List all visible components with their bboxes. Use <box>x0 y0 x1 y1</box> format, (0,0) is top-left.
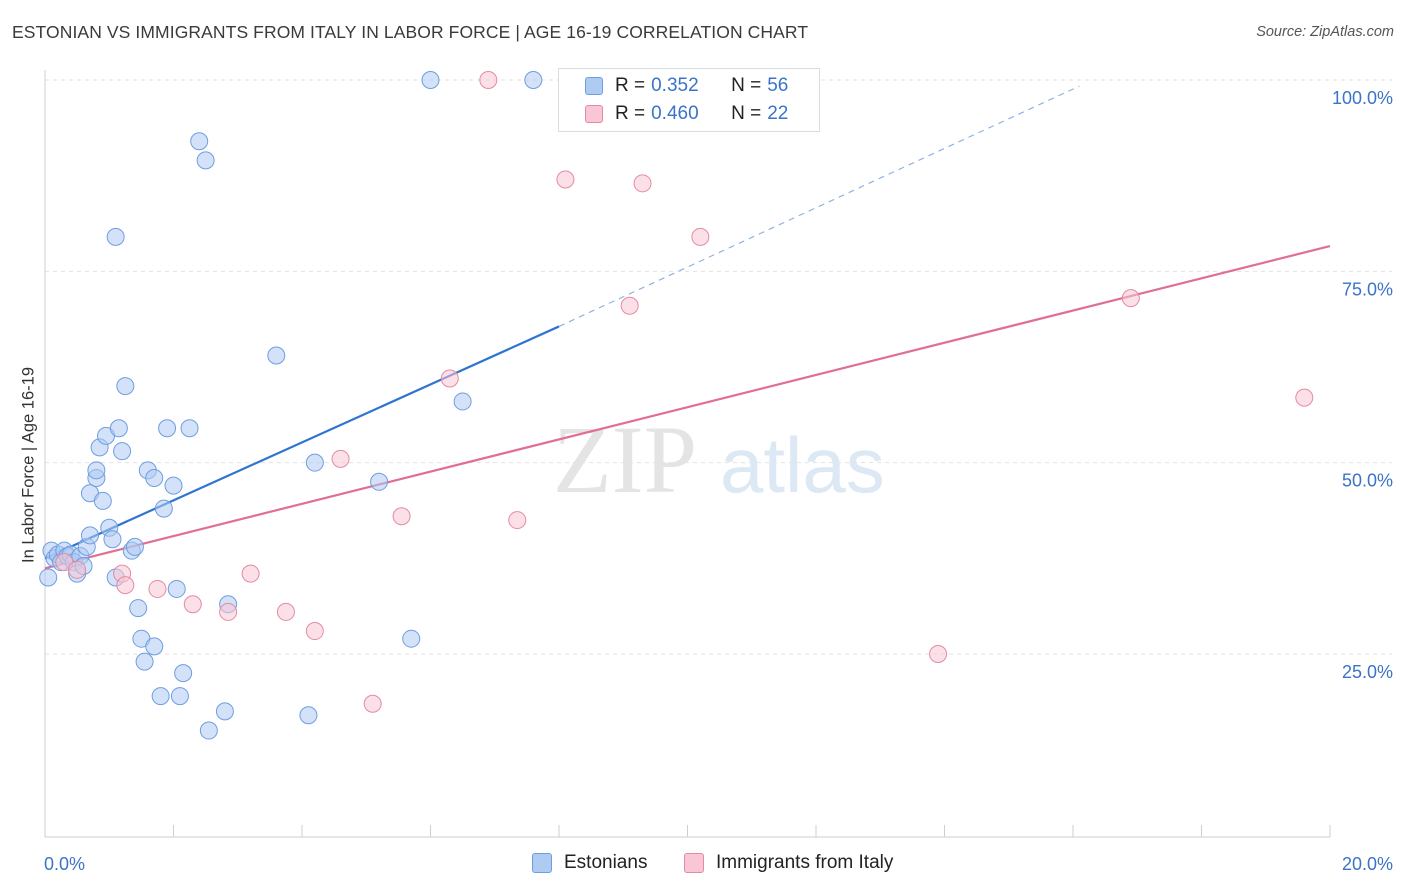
legend-r-label: R = <box>615 103 646 124</box>
watermark-atlas: atlas <box>720 421 885 509</box>
point-estonians <box>158 419 177 438</box>
legend-swatch-italy <box>585 105 603 123</box>
point-estonians <box>402 629 421 648</box>
point-estonians <box>145 637 164 656</box>
point-estonians <box>196 151 215 170</box>
point-italy <box>305 622 324 641</box>
source-label: Source: ZipAtlas.com <box>1256 24 1394 40</box>
trend-line-italy <box>44 245 1331 570</box>
trend-line-estonians <box>44 325 560 560</box>
series-legend-estonians[interactable]: Estonians <box>532 852 647 874</box>
point-estonians <box>267 346 286 365</box>
point-italy <box>508 511 527 530</box>
point-estonians <box>421 71 440 89</box>
point-estonians <box>106 227 125 246</box>
point-italy <box>392 507 411 526</box>
point-italy <box>633 174 652 193</box>
legend-r-label: R = <box>615 75 646 96</box>
point-estonians <box>113 442 132 461</box>
series-label-italy: Immigrants from Italy <box>716 852 894 873</box>
point-italy <box>363 694 382 713</box>
series-swatch-italy <box>684 853 704 873</box>
point-italy <box>183 595 202 614</box>
point-italy <box>241 564 260 583</box>
data-points <box>39 71 1314 740</box>
series-label-estonians: Estonians <box>564 852 648 873</box>
point-italy <box>620 296 639 315</box>
point-estonians <box>103 530 122 549</box>
point-estonians <box>215 702 234 721</box>
point-estonians <box>154 499 173 518</box>
point-estonians <box>80 526 99 545</box>
y-tick-label: 100.0% <box>1332 88 1393 108</box>
point-italy <box>116 576 135 595</box>
trend-line-estonians-extension <box>558 85 1080 327</box>
point-italy <box>929 645 948 663</box>
legend-row-italy: R = 0.460 N = 22 <box>585 101 788 127</box>
point-estonians <box>174 664 193 683</box>
x-tick-label: 0.0% <box>44 854 85 874</box>
axes <box>44 70 1331 838</box>
point-italy <box>440 369 459 388</box>
point-estonians <box>135 652 154 671</box>
point-italy <box>68 560 87 579</box>
point-estonians <box>170 687 189 706</box>
series-swatch-estonians <box>532 853 552 873</box>
point-italy <box>691 227 710 246</box>
point-italy <box>556 170 575 189</box>
series-legend: Estonians Immigrants from Italy <box>0 852 1406 878</box>
legend-n-label: N = <box>731 103 762 124</box>
point-estonians <box>116 377 135 396</box>
x-tick-label: 20.0% <box>1342 854 1393 874</box>
point-estonians <box>524 71 543 89</box>
y-tick-label: 75.0% <box>1342 279 1393 299</box>
point-estonians <box>145 468 164 487</box>
legend-n-value: 56 <box>767 75 789 96</box>
point-estonians <box>93 491 112 510</box>
stats-legend: R = 0.352 N = 56 R = 0.460 N = 22 <box>558 68 820 132</box>
point-italy <box>1121 289 1140 308</box>
legend-row-estonians: R = 0.352 N = 56 <box>585 73 788 99</box>
point-estonians <box>180 419 199 438</box>
point-estonians <box>453 392 472 411</box>
point-italy <box>148 579 167 598</box>
point-estonians <box>167 579 186 598</box>
chart-title: ESTONIAN VS IMMIGRANTS FROM ITALY IN LAB… <box>12 22 809 42</box>
legend-r-value: 0.352 <box>651 75 699 96</box>
legend-swatch-estonians <box>585 77 603 95</box>
point-estonians <box>370 472 389 491</box>
point-italy <box>1295 388 1314 407</box>
legend-n-value: 22 <box>767 103 789 124</box>
legend-r-value: 0.460 <box>651 103 699 124</box>
grid-lines <box>45 79 1392 655</box>
trend-lines <box>44 85 1331 570</box>
point-estonians <box>190 132 209 151</box>
point-estonians <box>109 419 128 438</box>
point-italy <box>331 449 350 468</box>
point-estonians <box>151 687 170 706</box>
legend-n-label: N = <box>731 75 762 96</box>
point-estonians <box>305 453 324 472</box>
point-estonians <box>87 461 106 480</box>
point-estonians <box>299 706 318 725</box>
point-estonians <box>125 537 144 556</box>
series-legend-italy[interactable]: Immigrants from Italy <box>684 852 893 874</box>
watermark: ZIP atlas <box>553 406 885 513</box>
y-tick-label: 25.0% <box>1342 662 1393 682</box>
point-estonians <box>199 721 218 740</box>
point-estonians <box>39 568 58 587</box>
point-estonians <box>164 476 183 495</box>
y-axis-label: In Labor Force | Age 16-19 <box>19 367 38 563</box>
y-tick-label: 50.0% <box>1342 471 1393 491</box>
tick-labels: 25.0% 50.0% 75.0% 100.0% 0.0% 20.0% <box>44 88 1393 874</box>
point-italy <box>219 602 238 621</box>
point-italy <box>479 71 498 89</box>
point-italy <box>276 602 295 621</box>
point-estonians <box>129 599 148 618</box>
